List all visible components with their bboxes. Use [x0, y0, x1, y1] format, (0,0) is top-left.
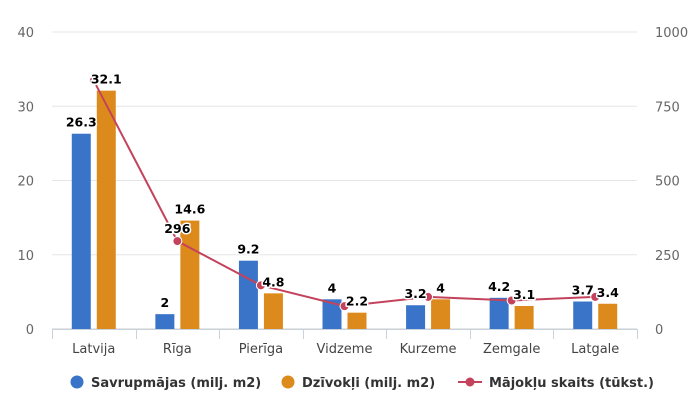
bar-savrupmajas[interactable]: [573, 301, 593, 329]
bar-data-label: 4: [436, 280, 445, 295]
right-axis-tick-label: 750: [655, 100, 680, 115]
left-axis-tick-label: 20: [17, 175, 34, 190]
right-axis-tick-label: 500: [655, 175, 680, 190]
legend-item[interactable]: Mājokļu skaits (tūkst.): [458, 376, 654, 391]
bar-data-label: 32.1: [91, 72, 122, 87]
bar-data-label: 4.2: [488, 279, 510, 294]
legend[interactable]: Savrupmājas (milj. m2) Dzīvokļi (milj. m2…: [70, 375, 654, 392]
bar-savrupmajas[interactable]: [71, 133, 91, 329]
left-axis-tick-label: 40: [17, 26, 34, 41]
bar-dzivokli[interactable]: [431, 299, 451, 329]
bar-data-label: 3.7: [572, 283, 594, 298]
legend-label: Savrupmājas (milj. m2): [91, 376, 261, 391]
left-axis-tick-label: 30: [17, 100, 34, 115]
line-data-label: 296: [164, 221, 190, 236]
bar-data-label: 9.2: [237, 242, 259, 257]
category-label: Kurzeme: [400, 342, 457, 357]
right-axis-tick-label: 250: [655, 249, 680, 264]
axes: 0 10 20 30 40 0 250 500 750 1000 Latvija Rīga Pierīg…: [17, 26, 688, 357]
line-point[interactable]: [423, 291, 434, 302]
bar-data-label: 2: [161, 295, 170, 310]
bar-data-label: 26.3: [66, 115, 97, 130]
bar-dzivokli[interactable]: [514, 305, 534, 329]
line-point[interactable]: [172, 236, 183, 247]
right-axis-tick-label: 0: [655, 323, 663, 338]
left-axis-tick-label: 10: [17, 249, 34, 264]
line-point[interactable]: [339, 301, 350, 312]
legend-item[interactable]: Savrupmājas (milj. m2): [70, 375, 262, 392]
bar-data-label: 14.6: [174, 202, 205, 217]
bar-data-label: 4: [328, 280, 337, 295]
bar-dzivokli[interactable]: [180, 220, 200, 329]
legend-marker-icon: [281, 375, 295, 389]
bar-data-label: 4.8: [262, 274, 284, 289]
bar-savrupmajas[interactable]: [489, 297, 509, 329]
legend-label: Dzīvokļi (milj. m2): [302, 376, 435, 391]
bar-dzivokli[interactable]: [598, 303, 618, 329]
legend-label: Mājokļu skaits (tūkst.): [489, 376, 654, 391]
bars: [71, 90, 618, 329]
bar-dzivokli[interactable]: [263, 293, 283, 329]
category-label: Pierīga: [239, 342, 283, 357]
legend-marker-icon: [70, 375, 84, 389]
bar-data-label: 2.2: [346, 294, 368, 309]
line-point[interactable]: [590, 291, 601, 302]
line-point[interactable]: [88, 75, 99, 86]
line-point[interactable]: [506, 295, 517, 306]
category-label: Zemgale: [483, 342, 540, 357]
bar-dzivokli[interactable]: [347, 312, 367, 329]
line-series: [88, 75, 601, 312]
bar-data-label: 3.1: [513, 287, 535, 302]
line-point[interactable]: [255, 280, 266, 291]
left-axis-tick-label: 0: [26, 323, 34, 338]
right-axis-tick-label: 1000: [655, 26, 688, 41]
legend-item[interactable]: Dzīvokļi (milj. m2): [281, 375, 436, 392]
bar-savrupmajas[interactable]: [322, 299, 342, 329]
category-label: Rīga: [163, 342, 192, 357]
bar-data-label: 3.4: [597, 285, 619, 300]
data-labels: 26.3 2 9.2 4 3.2 4.2 3.7 32.1 14.6 4.8 2.2 4 3.1 3.4 2…: [64, 70, 620, 311]
bar-savrupmajas[interactable]: [238, 260, 258, 329]
bar-dzivokli[interactable]: [96, 90, 116, 329]
legend-marker-icon: [465, 377, 475, 387]
category-label: Vidzeme: [317, 342, 373, 357]
bar-savrupmajas[interactable]: [406, 305, 426, 329]
category-label: Latvija: [72, 342, 115, 357]
category-label: Latgale: [571, 342, 619, 357]
bar-savrupmajas[interactable]: [155, 314, 175, 329]
line-majoklu-skaits[interactable]: [92, 80, 596, 308]
bar-data-label: 3.2: [404, 286, 426, 301]
grid-lines: [52, 31, 637, 330]
